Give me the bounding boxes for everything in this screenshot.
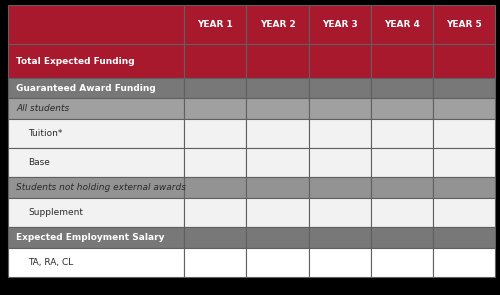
Bar xyxy=(370,148,433,177)
Bar xyxy=(246,5,308,44)
Bar xyxy=(433,227,495,248)
Bar xyxy=(433,177,495,198)
Text: YEAR 5: YEAR 5 xyxy=(446,20,482,29)
Bar xyxy=(308,227,370,248)
Bar xyxy=(184,177,246,198)
Bar xyxy=(184,98,246,119)
Bar xyxy=(308,78,370,98)
Bar xyxy=(8,148,184,177)
Bar xyxy=(8,78,184,98)
Bar xyxy=(433,5,495,44)
Text: TA, RA, CL: TA, RA, CL xyxy=(28,258,73,267)
Text: Guaranteed Award Funding: Guaranteed Award Funding xyxy=(16,83,156,93)
Bar xyxy=(308,177,370,198)
Bar xyxy=(370,198,433,227)
Bar xyxy=(308,98,370,119)
Bar xyxy=(8,177,184,198)
Bar xyxy=(370,248,433,277)
Text: Base: Base xyxy=(28,158,50,167)
Bar xyxy=(308,5,370,44)
Bar xyxy=(370,98,433,119)
Bar xyxy=(246,44,308,78)
Bar xyxy=(8,98,184,119)
Bar xyxy=(246,98,308,119)
Bar xyxy=(246,227,308,248)
Bar xyxy=(370,177,433,198)
Bar xyxy=(184,119,246,148)
Bar xyxy=(370,119,433,148)
Bar xyxy=(308,198,370,227)
Bar xyxy=(433,248,495,277)
Bar xyxy=(8,119,184,148)
Bar xyxy=(246,248,308,277)
Bar xyxy=(184,5,246,44)
Bar xyxy=(184,227,246,248)
Text: YEAR 4: YEAR 4 xyxy=(384,20,420,29)
Text: Expected Employment Salary: Expected Employment Salary xyxy=(16,233,165,242)
Bar xyxy=(433,98,495,119)
Bar xyxy=(308,44,370,78)
Bar xyxy=(8,198,184,227)
Bar xyxy=(246,78,308,98)
Bar xyxy=(308,119,370,148)
Bar xyxy=(184,78,246,98)
Bar xyxy=(184,148,246,177)
Bar xyxy=(246,148,308,177)
Bar xyxy=(8,5,184,44)
Bar xyxy=(370,78,433,98)
Bar xyxy=(8,248,184,277)
Bar xyxy=(370,5,433,44)
Text: Tuition*: Tuition* xyxy=(28,129,62,138)
Text: YEAR 2: YEAR 2 xyxy=(260,20,296,29)
Bar xyxy=(308,248,370,277)
Bar xyxy=(184,44,246,78)
Bar xyxy=(184,248,246,277)
Bar xyxy=(246,177,308,198)
Text: Students not holding external awards: Students not holding external awards xyxy=(16,183,186,192)
Bar xyxy=(184,198,246,227)
Bar xyxy=(246,119,308,148)
Text: All students: All students xyxy=(16,104,69,113)
Bar xyxy=(433,148,495,177)
Bar xyxy=(433,44,495,78)
Text: YEAR 1: YEAR 1 xyxy=(198,20,233,29)
Bar xyxy=(370,227,433,248)
Bar xyxy=(246,198,308,227)
Text: Supplement: Supplement xyxy=(28,208,83,217)
Bar xyxy=(308,148,370,177)
Bar xyxy=(433,119,495,148)
Bar xyxy=(433,78,495,98)
Bar xyxy=(370,44,433,78)
Bar xyxy=(8,44,184,78)
Bar xyxy=(433,198,495,227)
Bar xyxy=(8,227,184,248)
Text: YEAR 3: YEAR 3 xyxy=(322,20,358,29)
Text: Total Expected Funding: Total Expected Funding xyxy=(16,57,134,65)
